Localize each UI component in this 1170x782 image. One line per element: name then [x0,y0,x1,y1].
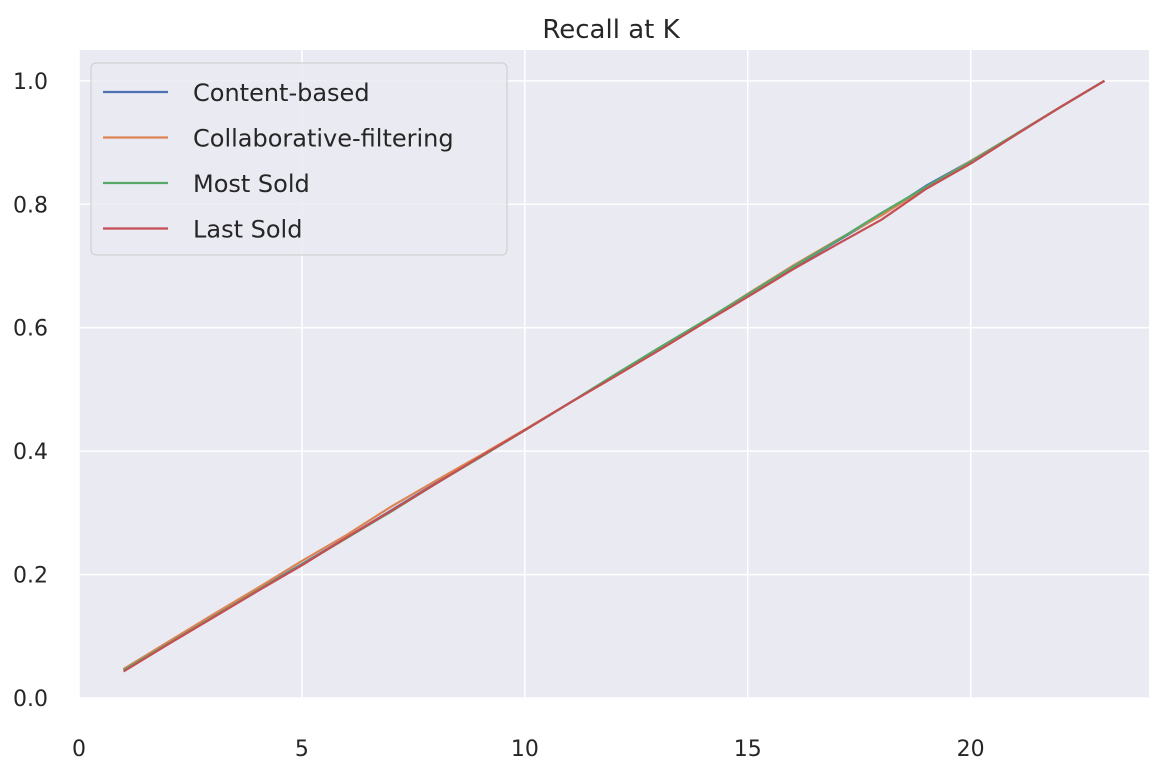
y-tick-label: 1.0 [13,70,48,95]
legend-box [90,62,508,256]
legend: Content-based Collaborative-filtering Most… [90,62,508,256]
y-tick-label: 0.8 [13,193,48,218]
y-axis-ticks: 0.0 0.2 0.4 0.6 0.8 1.0 [13,70,48,712]
x-axis-ticks: 0 5 10 15 20 [72,737,985,762]
x-tick-label: 5 [295,737,309,762]
x-tick-label: 0 [72,737,86,762]
grid [78,50,1149,699]
chart-title: Recall at K [542,15,680,45]
legend-label-most-sold: Most Sold [193,170,310,198]
legend-label-content-based: Content-based [193,79,370,107]
x-tick-label: 10 [511,737,539,762]
series-lines [123,79,1105,673]
legend-label-collaborative-filtering: Collaborative-filtering [193,125,454,153]
y-tick-label: 0.2 [13,564,48,589]
series-line-last-sold [123,79,1105,673]
x-tick-label: 20 [957,737,985,762]
legend-label-last-sold: Last Sold [193,216,302,244]
y-tick-label: 0.6 [13,317,48,342]
y-tick-label: 0.0 [13,687,48,712]
x-tick-label: 15 [734,737,762,762]
y-tick-label: 0.4 [13,440,48,465]
